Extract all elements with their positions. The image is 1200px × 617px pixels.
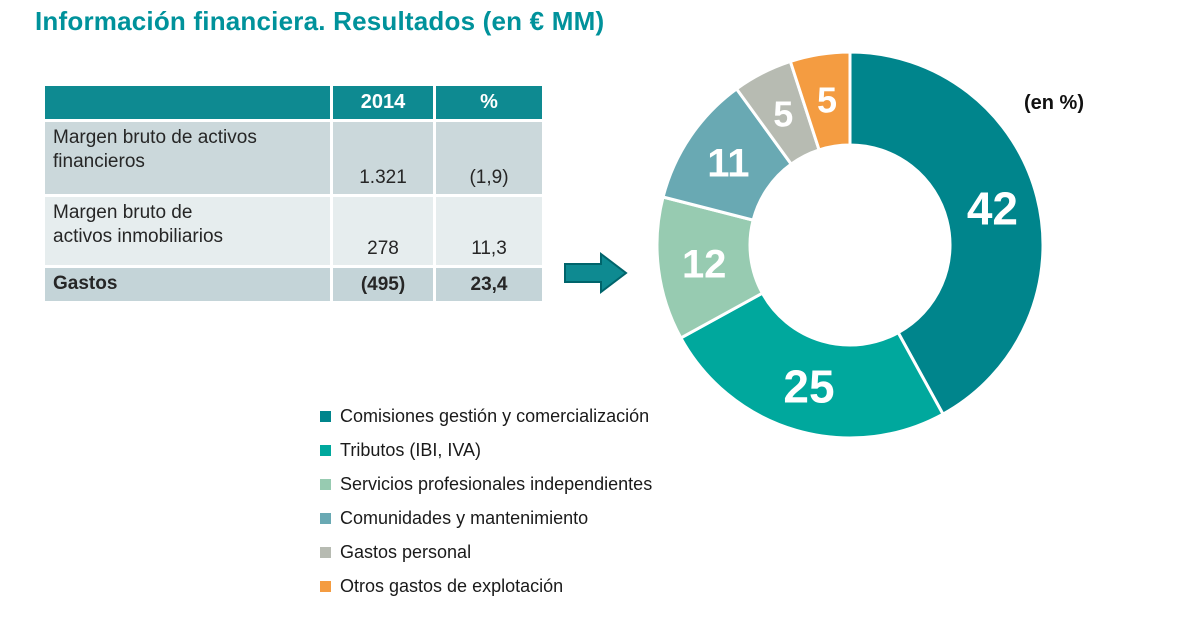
- donut-value-label-3: 11: [707, 141, 749, 185]
- table-row: Margen bruto de activos financieros 1.32…: [45, 122, 542, 194]
- arrow-right-icon: [563, 251, 629, 300]
- chart-legend: Comisiones gestión y comercialización Tr…: [320, 406, 652, 597]
- row-value-pct: (1,9): [436, 122, 542, 194]
- financial-results-table: 2014 % Margen bruto de activos financier…: [42, 83, 545, 304]
- legend-label: Gastos personal: [340, 542, 472, 562]
- legend-item: Comisiones gestión y comercialización: [320, 406, 652, 427]
- page-title: Información financiera. Resultados (en €…: [35, 6, 605, 36]
- chart-unit-label: (en %): [1024, 92, 1084, 114]
- row-label: Gastos: [45, 268, 330, 301]
- legend-swatch-icon: [320, 513, 331, 524]
- legend-item: Comunidades y mantenimiento: [320, 508, 652, 529]
- donut-chart: 42 25 12 11 5 5: [655, 50, 1045, 440]
- row-value-pct: 11,3: [436, 197, 542, 265]
- legend-item: Servicios profesionales independientes: [320, 474, 652, 495]
- table-header-pct: %: [436, 86, 542, 119]
- legend-item: Otros gastos de explotación: [320, 576, 652, 597]
- legend-label: Servicios profesionales independientes: [340, 474, 653, 494]
- legend-item: Tributos (IBI, IVA): [320, 440, 652, 461]
- row-value-pct: 23,4: [436, 268, 542, 301]
- row-value-2014: (495): [333, 268, 433, 301]
- table-header-empty: [45, 86, 330, 119]
- legend-item: Gastos personal: [320, 542, 652, 563]
- legend-swatch-icon: [320, 411, 331, 422]
- row-value-2014: 1.321: [333, 122, 433, 194]
- donut-value-label-1: 25: [783, 360, 834, 412]
- legend-swatch-icon: [320, 479, 331, 490]
- legend-label: Comisiones gestión y comercialización: [340, 406, 650, 426]
- row-value-2014: 278: [333, 197, 433, 265]
- donut-segment-0: [848, 50, 1045, 417]
- table-header-2014: 2014: [333, 86, 433, 119]
- legend-swatch-icon: [320, 445, 331, 456]
- donut-value-label-2: 12: [682, 242, 727, 286]
- row-label: Margen bruto de activos financieros: [45, 122, 330, 194]
- row-label: Margen bruto de activos inmobiliarios: [45, 197, 330, 265]
- legend-label: Comunidades y mantenimiento: [340, 508, 589, 528]
- donut-value-label-4: 5: [773, 94, 793, 135]
- donut-value-label-5: 5: [817, 79, 837, 120]
- donut-segment-1: [678, 291, 946, 440]
- legend-swatch-icon: [320, 547, 331, 558]
- legend-label: Tributos (IBI, IVA): [340, 440, 482, 460]
- table-row-total: Gastos (495) 23,4: [45, 268, 542, 301]
- donut-segment-5: [788, 50, 852, 152]
- legend-label: Otros gastos de explotación: [340, 576, 564, 596]
- table-row: Margen bruto de activos inmobiliarios 27…: [45, 197, 542, 265]
- legend-swatch-icon: [320, 581, 331, 592]
- donut-value-label-0: 42: [967, 183, 1018, 235]
- table-header-row: 2014 %: [45, 86, 542, 119]
